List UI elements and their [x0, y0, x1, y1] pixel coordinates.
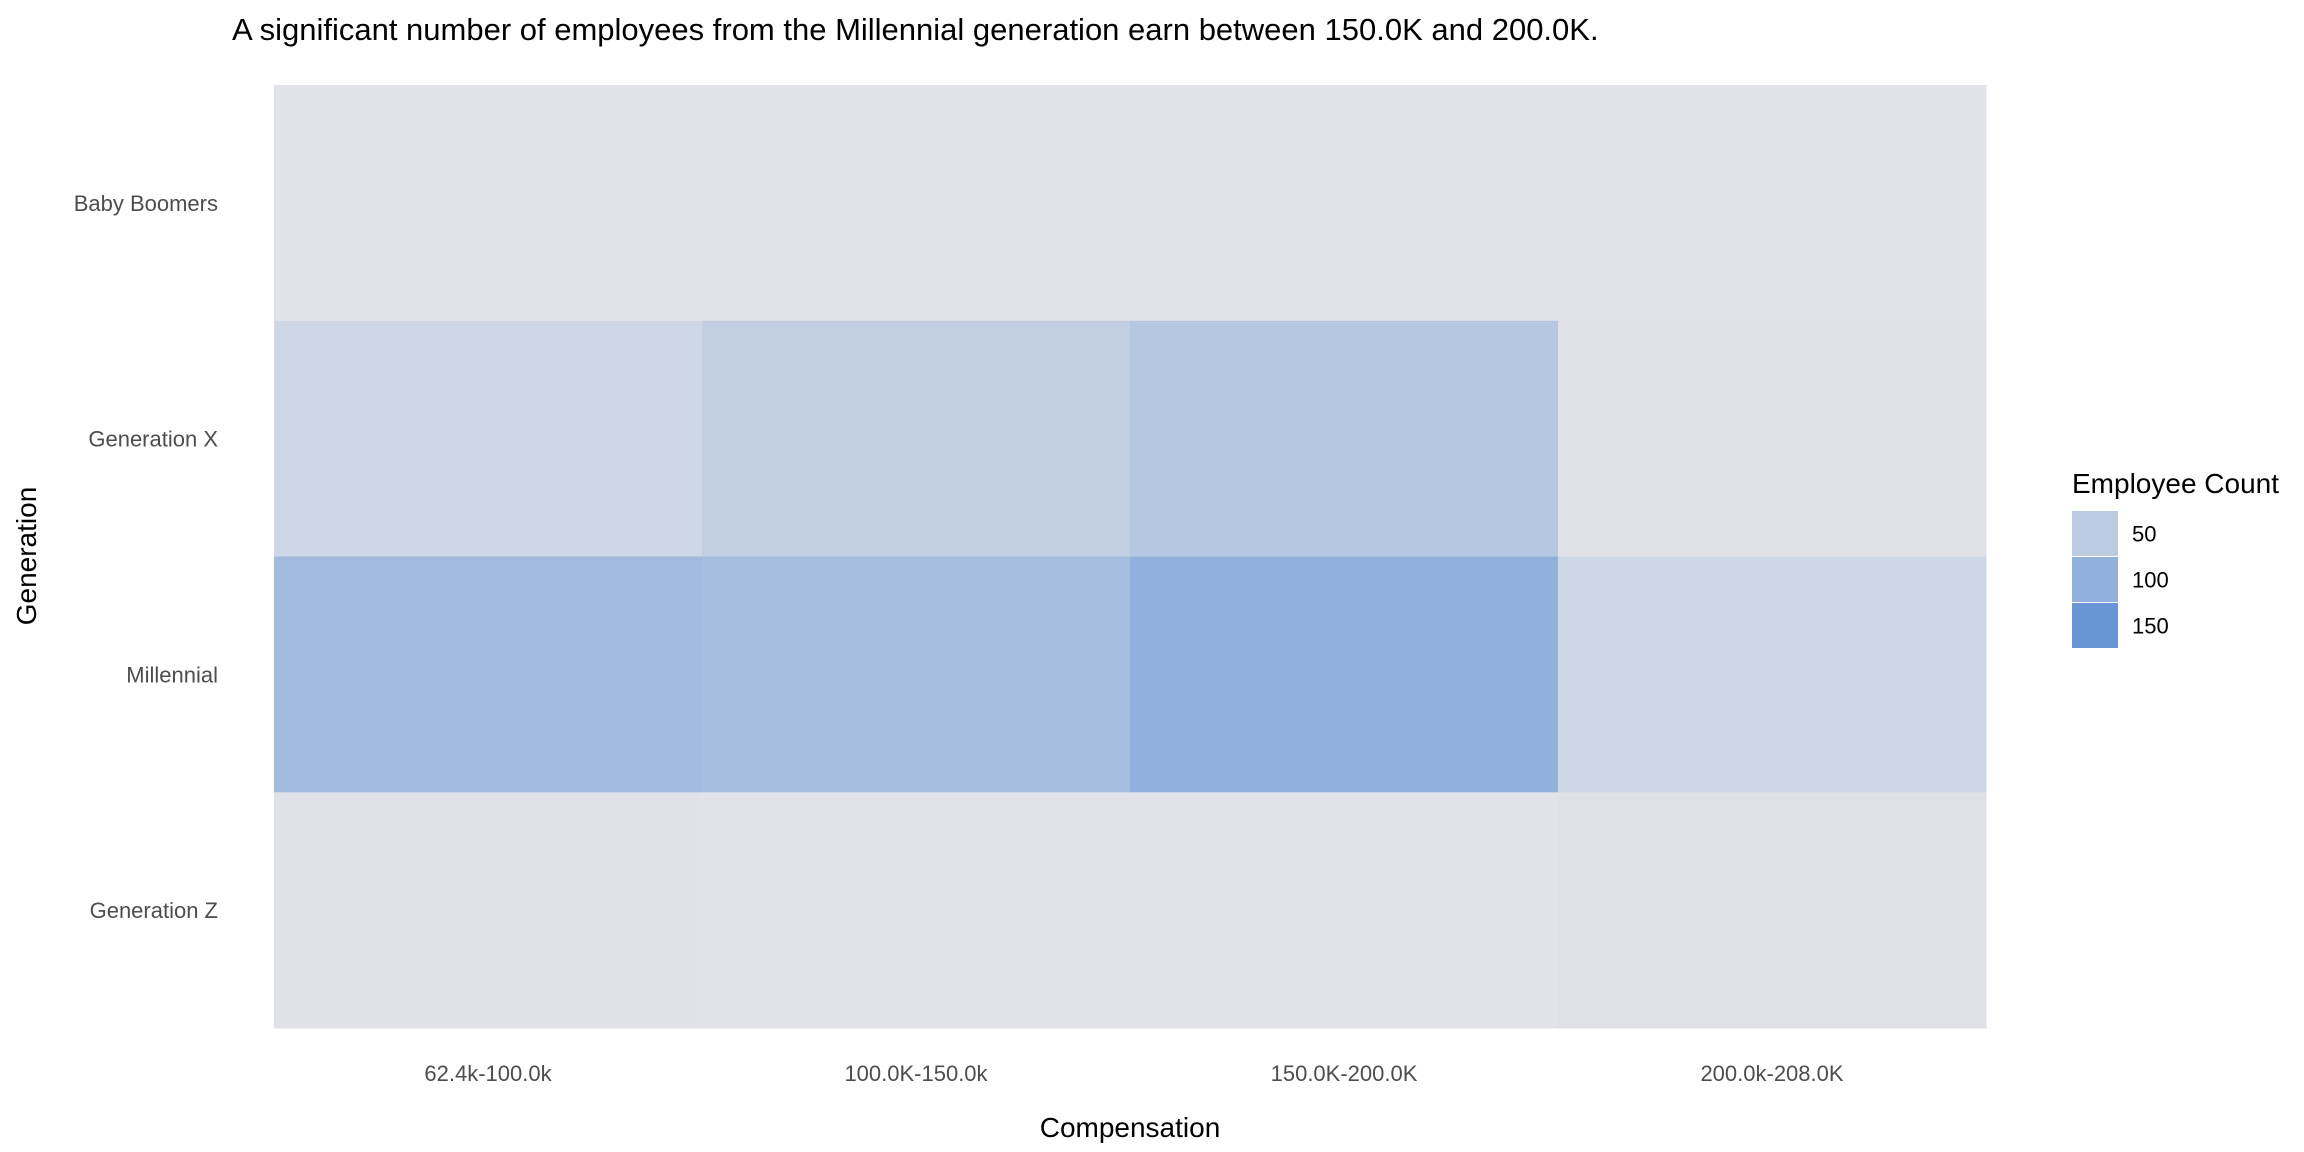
legend-key-100 — [2072, 557, 2118, 602]
heatmap-cell-generation-z-3 — [1130, 792, 1559, 1029]
y-axis-ticks: Baby Boomers Generation X Millennial Genera… — [74, 191, 219, 923]
heatmap-cell-generation-x-1 — [274, 320, 703, 557]
heatmap-cell-generation-z-1 — [274, 792, 703, 1029]
legend-label-50: 50 — [2132, 522, 2156, 547]
heatmap-cell-baby-boomers-1 — [274, 85, 703, 322]
heatmap-cell-millennial-4 — [1558, 556, 1987, 793]
heatmap-cell-millennial-1 — [274, 556, 703, 793]
heatmap-cell-baby-boomers-2 — [702, 85, 1131, 322]
heatmap-cell-generation-x-4 — [1558, 320, 1987, 557]
heatmap-cell-generation-x-2 — [702, 320, 1131, 557]
legend-key-150 — [2072, 603, 2118, 648]
heatmap-cell-baby-boomers-3 — [1130, 85, 1559, 322]
legend-label-150: 150 — [2132, 614, 2169, 639]
color-legend: Employee Count 50 100 150 — [2072, 468, 2279, 648]
y-tick-label-generation-x: Generation X — [88, 427, 218, 452]
heatmap-cell-millennial-3 — [1130, 556, 1559, 793]
heatmap-cells — [274, 85, 1987, 1029]
x-axis-title: Compensation — [1040, 1112, 1221, 1143]
x-tick-label-3: 150.0K-200.0K — [1271, 1061, 1418, 1086]
x-tick-label-2: 100.0K-150.0k — [844, 1061, 988, 1086]
x-axis-ticks: 62.4k-100.0k 100.0K-150.0k 150.0K-200.0K 20… — [424, 1061, 1843, 1086]
heatmap-cell-generation-z-4 — [1558, 792, 1987, 1029]
y-tick-label-generation-z: Generation Z — [90, 898, 218, 923]
legend-label-100: 100 — [2132, 568, 2169, 593]
chart-title: A significant number of employees from t… — [232, 12, 1599, 47]
x-tick-label-4: 200.0k-208.0K — [1700, 1061, 1843, 1086]
legend-key-50 — [2072, 511, 2118, 556]
y-tick-label-baby-boomers: Baby Boomers — [74, 191, 218, 216]
legend-title: Employee Count — [2072, 468, 2279, 499]
y-tick-label-millennial: Millennial — [126, 662, 218, 687]
y-axis-title: Generation — [11, 487, 42, 626]
x-tick-label-1: 62.4k-100.0k — [424, 1061, 552, 1086]
heatmap-cell-generation-x-3 — [1130, 320, 1559, 557]
heatmap-cell-millennial-2 — [702, 556, 1131, 793]
heatmap-cell-generation-z-2 — [702, 792, 1131, 1029]
heatmap-cell-baby-boomers-4 — [1558, 85, 1987, 322]
legend-keys: 50 100 150 — [2072, 511, 2169, 648]
